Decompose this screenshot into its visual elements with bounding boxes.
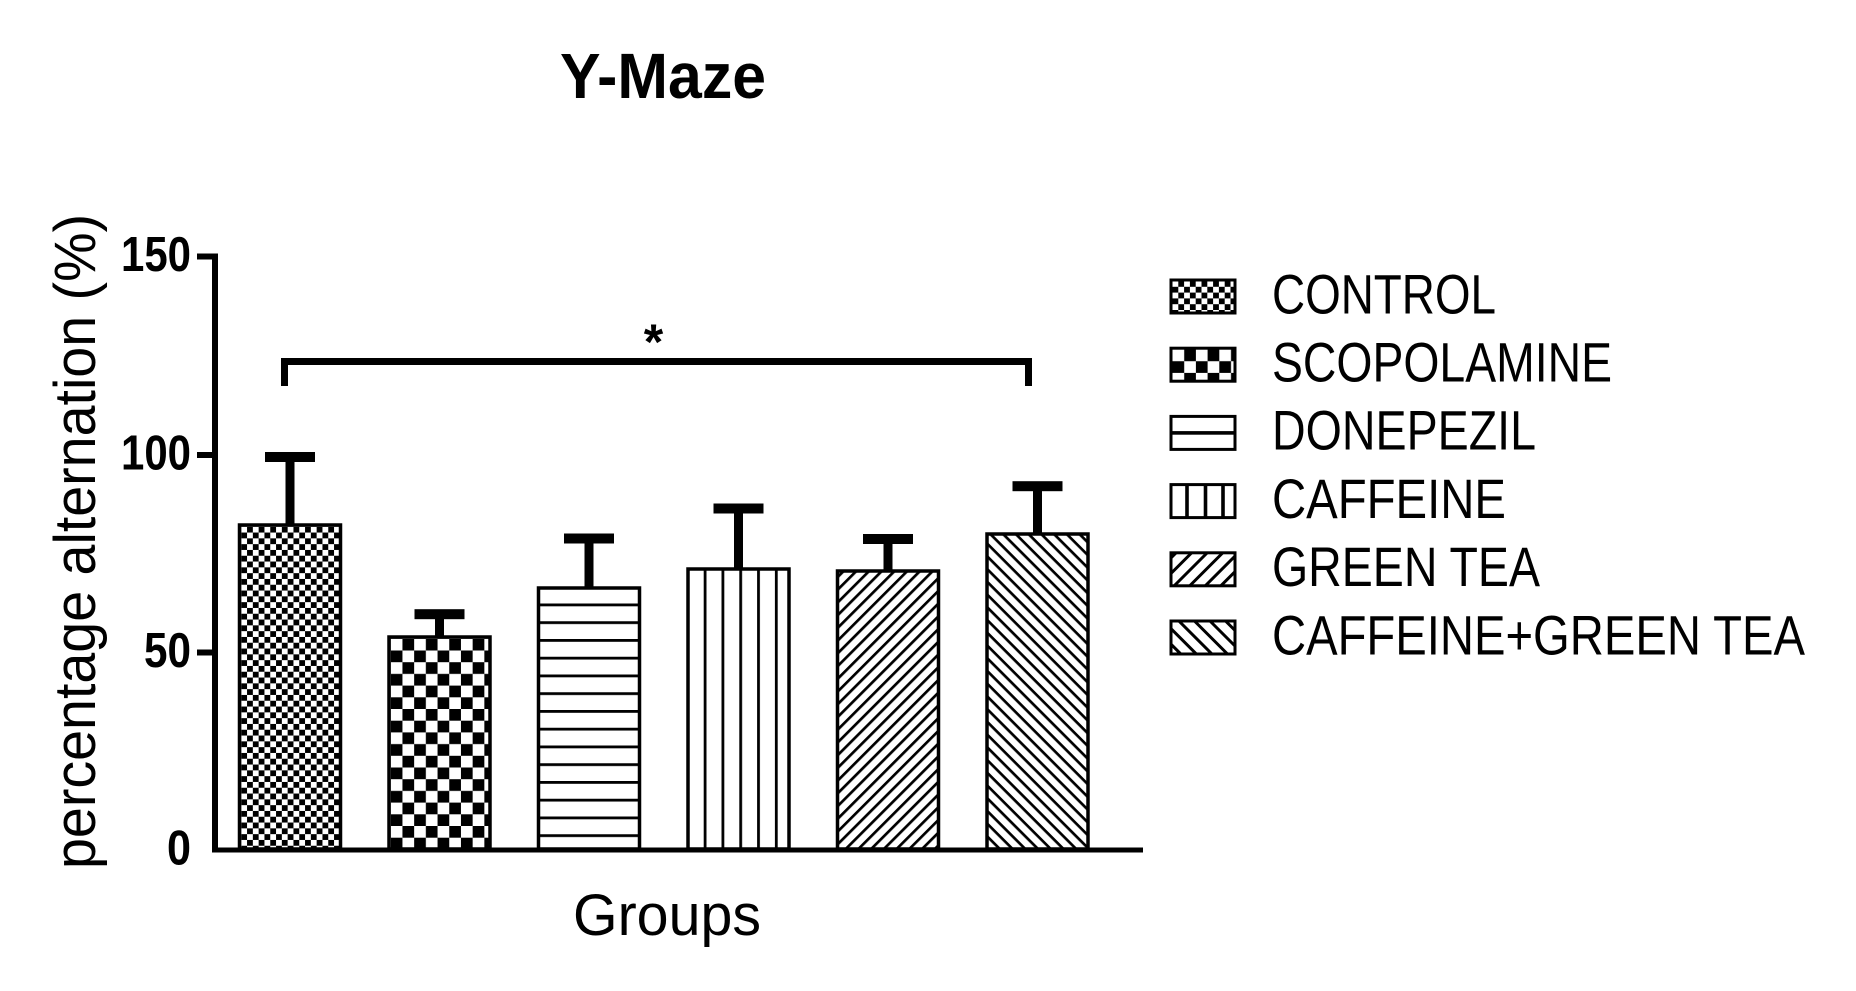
svg-text:percentage alternation (%): percentage alternation (%): [43, 214, 108, 869]
svg-text:0: 0: [167, 822, 191, 876]
svg-text:*: *: [644, 314, 664, 370]
svg-text:Groups: Groups: [573, 883, 761, 948]
svg-text:50: 50: [144, 624, 191, 678]
svg-text:Y-Maze: Y-Maze: [560, 40, 766, 112]
svg-text:SCOPOLAMINE: SCOPOLAMINE: [1272, 331, 1612, 394]
svg-text:CAFFEINE+GREEN TEA: CAFFEINE+GREEN TEA: [1272, 603, 1806, 666]
svg-text:100: 100: [121, 427, 191, 481]
svg-text:DONEPEZIL: DONEPEZIL: [1272, 399, 1536, 462]
svg-text:CAFFEINE: CAFFEINE: [1272, 467, 1506, 530]
svg-text:150: 150: [121, 228, 191, 282]
svg-text:GREEN TEA: GREEN TEA: [1272, 535, 1541, 598]
svg-text:CONTROL: CONTROL: [1272, 262, 1496, 325]
